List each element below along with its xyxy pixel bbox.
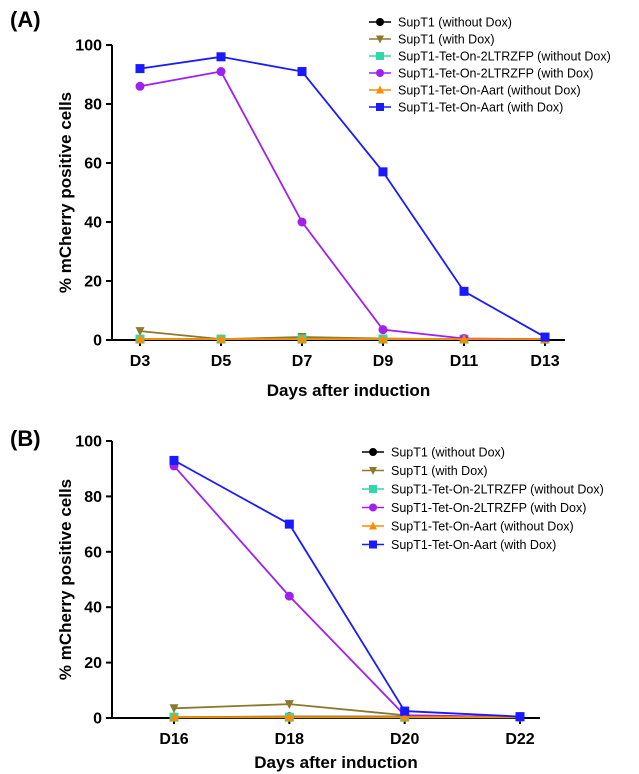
y-tick-label: 0: [93, 711, 102, 728]
legend-label: SupT1-Tet-On-2LTRZFP (with Dox): [398, 67, 593, 81]
data-point: [540, 332, 550, 342]
y-tick-label: 60: [84, 156, 102, 173]
legend-marker: [369, 540, 377, 549]
legend-marker: [369, 448, 377, 456]
y-axis-title: % mCherry positive cells: [56, 479, 75, 680]
y-tick-label: 20: [84, 655, 102, 672]
data-point: [378, 167, 388, 177]
series-5: [135, 52, 550, 342]
legend-marker: [376, 103, 384, 111]
data-point: [135, 81, 145, 91]
data-point: [459, 286, 469, 296]
x-tick-label: D22: [505, 731, 534, 748]
data-point: [515, 712, 525, 722]
legend-label: SupT1-Tet-On-2LTRZFP (without Dox): [391, 483, 604, 497]
data-point: [169, 712, 179, 722]
series-line: [173, 703, 521, 719]
data-point: [297, 217, 307, 227]
data-point: [135, 334, 145, 344]
y-tick-label: 60: [84, 544, 102, 561]
y-tick-label: 100: [75, 434, 102, 451]
data-point: [216, 334, 226, 344]
y-tick-label: 0: [93, 333, 102, 350]
data-point: [284, 591, 294, 601]
legend-label: SupT1-Tet-On-2LTRZFP (with Dox): [391, 501, 586, 515]
panel-label: (A): [10, 7, 41, 32]
legend-label: SupT1-Tet-On-Aart (without Dox): [391, 520, 574, 534]
x-tick-label: D7: [292, 353, 313, 370]
legend-marker: [369, 485, 377, 493]
series-5: [169, 455, 525, 722]
data-point: [216, 52, 226, 62]
x-tick-label: D16: [159, 731, 188, 748]
legend-label: SupT1-Tet-On-Aart (with Dox): [398, 101, 563, 115]
x-tick-label: D13: [530, 353, 559, 370]
series-line: [173, 465, 521, 719]
legend-label: SupT1 (with Dox): [398, 33, 495, 47]
series-line: [139, 55, 546, 338]
data-point: [169, 455, 179, 465]
legend: SupT1 (without Dox) SupT1 (with Dox) SupT1…: [369, 16, 611, 115]
x-axis-title: Days after induction: [267, 381, 430, 400]
legend-marker: [369, 467, 377, 475]
legend-marker: [376, 85, 384, 94]
legend-marker: [369, 503, 377, 512]
data-point: [297, 67, 307, 77]
legend-marker: [376, 18, 384, 26]
series-line: [173, 459, 521, 718]
y-tick-label: 40: [84, 600, 102, 617]
legend-label: SupT1 (with Dox): [391, 464, 488, 478]
legend-label: SupT1 (without Dox): [398, 16, 512, 30]
data-point: [135, 64, 145, 74]
y-tick-label: 40: [84, 215, 102, 232]
chart-panel-a: (A) 0 20 40 60 80 100 D3 D5 D7 D9 D11 D13 Days after …: [10, 7, 611, 400]
y-axis-title: % mCherry positive cells: [56, 92, 75, 293]
data-point: [400, 706, 410, 716]
y-tick-label: 100: [75, 38, 102, 55]
x-tick-label: D9: [373, 353, 394, 370]
data-point: [378, 325, 388, 335]
legend-marker: [376, 52, 384, 60]
data-point: [459, 334, 469, 344]
data-point: [216, 67, 226, 77]
legend-label: SupT1 (without Dox): [391, 446, 505, 460]
x-tick-label: D3: [130, 353, 151, 370]
y-tick-label: 20: [84, 274, 102, 291]
legend-marker: [376, 35, 384, 44]
data-point: [135, 327, 145, 337]
data-point: [297, 334, 307, 344]
x-tick-label: D5: [211, 353, 232, 370]
legend-label: SupT1-Tet-On-Aart (with Dox): [391, 538, 556, 552]
series-1: [135, 327, 550, 345]
series-4: [135, 334, 550, 344]
data-point: [169, 704, 179, 714]
y-tick-label: 80: [84, 97, 102, 114]
data-point: [378, 334, 388, 344]
chart-panel-b: (B) 0 20 40 60 80 100 D16 D18 D20 D22 Days after in…: [10, 426, 604, 772]
data-point: [400, 712, 410, 722]
legend-marker: [369, 521, 377, 530]
panel-label: (B): [10, 426, 41, 451]
legend-label: SupT1-Tet-On-2LTRZFP (without Dox): [398, 50, 611, 64]
y-tick-label: 80: [84, 489, 102, 506]
x-tick-label: D18: [275, 731, 304, 748]
x-tick-label: D20: [390, 731, 419, 748]
legend-label: SupT1-Tet-On-Aart (without Dox): [398, 84, 581, 98]
legend: SupT1 (without Dox) SupT1 (with Dox) SupT1…: [362, 446, 604, 552]
x-axis-title: Days after induction: [254, 753, 417, 772]
x-tick-label: D11: [450, 353, 479, 370]
data-point: [284, 519, 294, 529]
data-point: [284, 712, 294, 722]
legend-marker: [376, 69, 384, 77]
data-point: [284, 700, 294, 710]
